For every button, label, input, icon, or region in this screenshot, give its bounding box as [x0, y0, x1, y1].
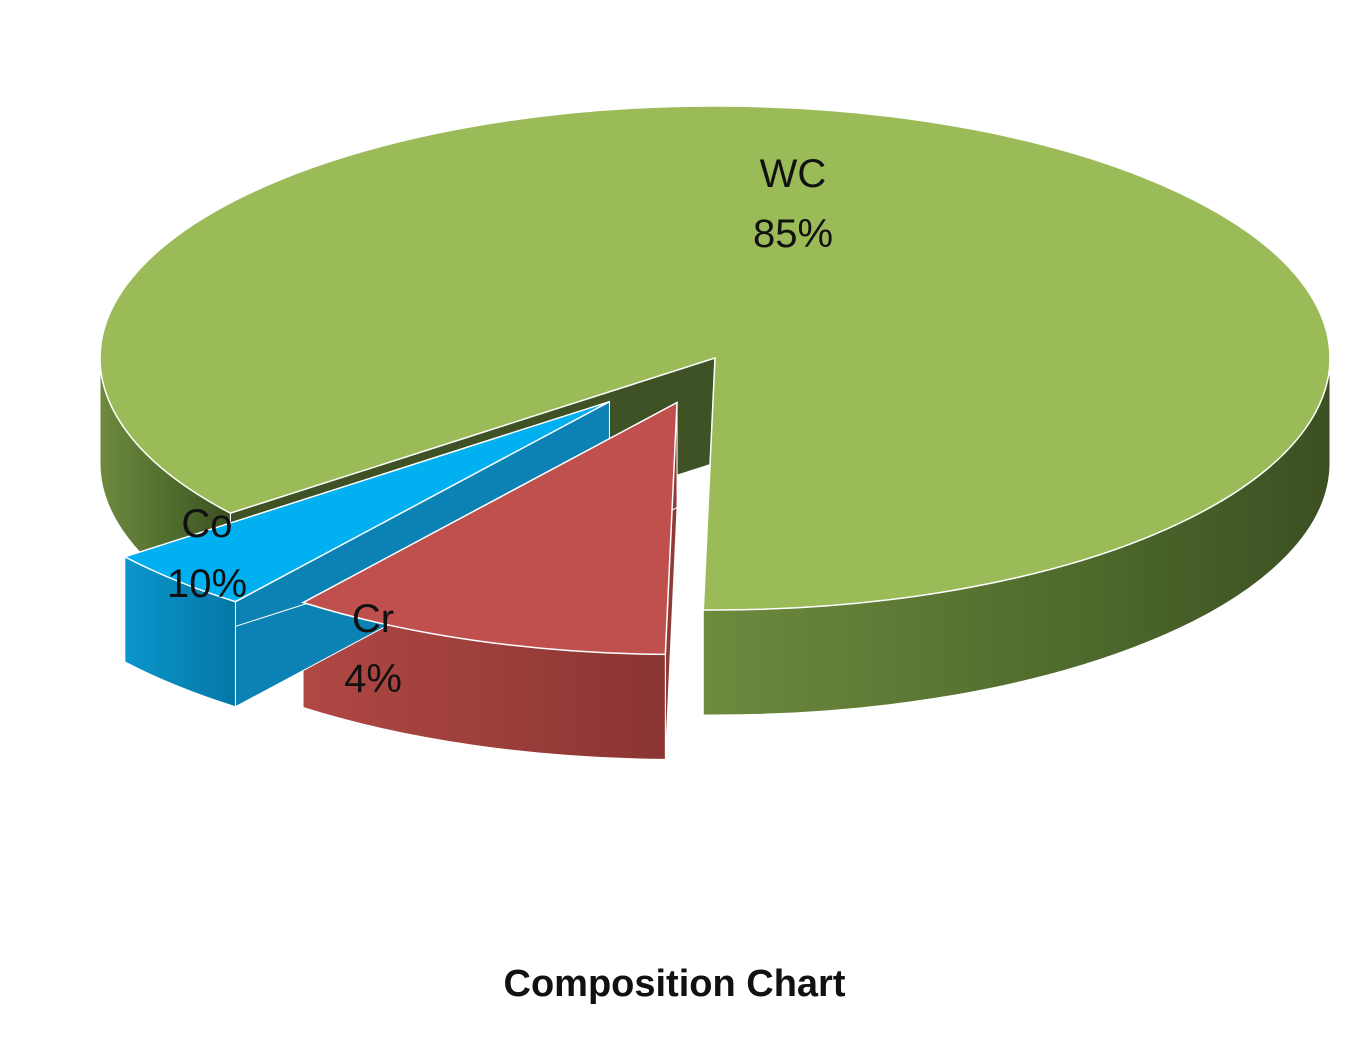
slice-cr-value-label: 4% [344, 657, 402, 701]
slice-wc [99, 105, 1331, 611]
slice-cr-label: Cr [352, 597, 394, 641]
chart-title: Composition Chart [503, 963, 846, 1005]
slice-co-value-label: 10% [167, 562, 247, 606]
slice-wc-label: WC [760, 152, 827, 196]
slice-cr [122, 400, 610, 603]
slice-co [301, 401, 678, 656]
slice-wc-value-label: 85% [753, 212, 833, 256]
slice-co-label: Co [181, 502, 232, 546]
